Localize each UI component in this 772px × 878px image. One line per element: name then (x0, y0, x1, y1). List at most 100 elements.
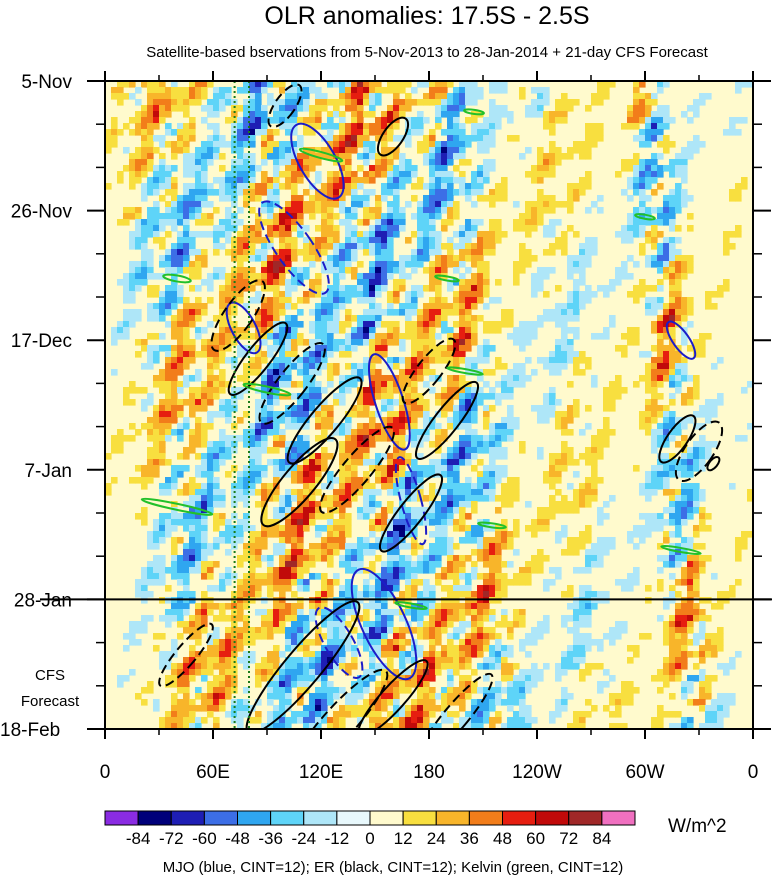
anomaly-cell (237, 345, 244, 352)
anomaly-cell (321, 429, 328, 436)
anomaly-cell (441, 453, 448, 460)
anomaly-cell (333, 255, 340, 262)
anomaly-cell (405, 171, 412, 178)
anomaly-cell (249, 237, 256, 244)
anomaly-cell (441, 489, 448, 496)
anomaly-cell (363, 453, 370, 460)
anomaly-cell (291, 327, 298, 334)
anomaly-cell (579, 153, 586, 160)
anomaly-cell (273, 177, 280, 184)
anomaly-cell (555, 315, 562, 322)
anomaly-cell (435, 309, 442, 316)
anomaly-cell (561, 327, 568, 334)
anomaly-cell (267, 201, 274, 208)
anomaly-cell (555, 501, 562, 508)
anomaly-cell (459, 351, 466, 358)
anomaly-cell (189, 357, 196, 364)
anomaly-cell (633, 291, 640, 298)
anomaly-cell (147, 537, 154, 544)
anomaly-cell (351, 129, 358, 136)
anomaly-cell (525, 261, 532, 268)
anomaly-cell (585, 261, 592, 268)
anomaly-cell (363, 435, 370, 442)
anomaly-cell (315, 177, 322, 184)
anomaly-cell (609, 279, 616, 286)
anomaly-cell (693, 561, 700, 568)
anomaly-cell (327, 375, 334, 382)
anomaly-cell (141, 345, 148, 352)
anomaly-cell (285, 339, 292, 346)
anomaly-cell (639, 291, 646, 298)
anomaly-cell (213, 363, 220, 370)
anomaly-cell (225, 333, 232, 340)
anomaly-cell (735, 183, 742, 190)
anomaly-cell (687, 147, 694, 154)
anomaly-cell (321, 201, 328, 208)
anomaly-cell (399, 423, 406, 430)
anomaly-cell (399, 369, 406, 376)
anomaly-cell (633, 183, 640, 190)
anomaly-cell (681, 339, 688, 346)
anomaly-cell (123, 279, 130, 286)
anomaly-cell (543, 477, 550, 484)
anomaly-cell (417, 261, 424, 268)
anomaly-cell (369, 543, 376, 550)
anomaly-cell (111, 117, 118, 124)
anomaly-cell (375, 99, 382, 106)
anomaly-cell (195, 555, 202, 562)
anomaly-cell (387, 357, 394, 364)
anomaly-cell (429, 261, 436, 268)
anomaly-cell (657, 261, 664, 268)
anomaly-cell (561, 411, 568, 418)
anomaly-cell (231, 285, 238, 292)
anomaly-cell (399, 285, 406, 292)
anomaly-cell (219, 411, 226, 418)
anomaly-cell (291, 105, 298, 112)
anomaly-cell (177, 321, 184, 328)
anomaly-cell (423, 141, 430, 148)
anomaly-cell (699, 459, 706, 466)
anomaly-cell (153, 231, 160, 238)
anomaly-cell (147, 477, 154, 484)
anomaly-cell (567, 255, 574, 262)
anomaly-cell (429, 483, 436, 490)
anomaly-cell (447, 483, 454, 490)
anomaly-cell (459, 555, 466, 562)
anomaly-cell (195, 399, 202, 406)
anomaly-cell (291, 99, 298, 106)
anomaly-cell (651, 525, 658, 532)
anomaly-cell (549, 513, 556, 520)
anomaly-cell (309, 249, 316, 256)
anomaly-cell (195, 147, 202, 154)
anomaly-cell (201, 519, 208, 526)
anomaly-cell (177, 573, 184, 580)
anomaly-cell (405, 201, 412, 208)
anomaly-cell (399, 471, 406, 478)
anomaly-cell (651, 297, 658, 304)
anomaly-cell (567, 537, 574, 544)
anomaly-cell (249, 369, 256, 376)
anomaly-cell (411, 567, 418, 574)
anomaly-cell (453, 105, 460, 112)
anomaly-cell (171, 411, 178, 418)
anomaly-cell (399, 555, 406, 562)
anomaly-cell (633, 333, 640, 340)
anomaly-cell (345, 411, 352, 418)
anomaly-cell (417, 81, 424, 88)
anomaly-cell (645, 495, 652, 502)
anomaly-cell (501, 375, 508, 382)
anomaly-cell (117, 171, 124, 178)
anomaly-cell (321, 363, 328, 370)
anomaly-cell (411, 405, 418, 412)
anomaly-cell (231, 405, 238, 412)
anomaly-cell (675, 441, 682, 448)
anomaly-cell (345, 579, 352, 586)
anomaly-cell (495, 393, 502, 400)
anomaly-cell (141, 363, 148, 370)
anomaly-cell (585, 141, 592, 148)
anomaly-cell (543, 249, 550, 256)
anomaly-cell (585, 483, 592, 490)
anomaly-cell (483, 477, 490, 484)
anomaly-cell (411, 363, 418, 370)
anomaly-cell (417, 465, 424, 472)
